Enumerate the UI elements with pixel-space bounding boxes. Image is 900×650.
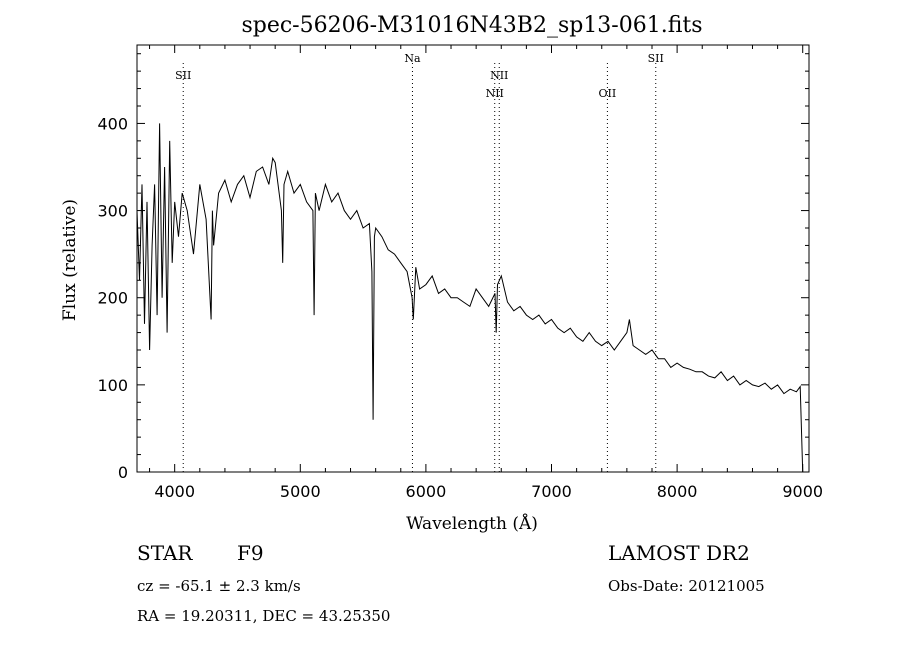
y-tick-label-0: 0 bbox=[118, 463, 128, 482]
x-tick-label-0: 4000 bbox=[154, 482, 195, 501]
spectrum-series-0 bbox=[136, 123, 804, 473]
line-label-5: SII bbox=[648, 52, 664, 65]
spectral-subclass: F9 bbox=[237, 541, 264, 565]
redshift-text: cz = -65.1 ± 2.3 km/s bbox=[137, 577, 301, 595]
y-tick-label-2: 200 bbox=[97, 289, 128, 308]
y-tick-label-3: 300 bbox=[97, 202, 128, 221]
spectral-class: STAR bbox=[137, 541, 193, 565]
y-axis-label: Flux (relative) bbox=[60, 199, 80, 321]
obs-date-text: Obs-Date: 20121005 bbox=[608, 577, 765, 595]
y-tick-label-1: 100 bbox=[97, 376, 128, 395]
line-label-2: NII bbox=[486, 87, 504, 100]
coordinates-text: RA = 19.20311, DEC = 43.25350 bbox=[137, 607, 390, 625]
line-label-0: SII bbox=[175, 69, 191, 82]
line-label-4: OII bbox=[599, 87, 617, 100]
survey-label: LAMOST DR2 bbox=[608, 541, 750, 565]
plot-frame bbox=[136, 44, 810, 473]
x-tick-label-1: 5000 bbox=[280, 482, 321, 501]
x-tick-label-5: 9000 bbox=[782, 482, 823, 501]
chart-title: spec-56206-M31016N43B2_sp13-061.fits bbox=[241, 13, 702, 38]
x-tick-label-3: 7000 bbox=[531, 482, 572, 501]
line-label-3: NII bbox=[490, 69, 508, 82]
y-tick-label-4: 400 bbox=[97, 114, 128, 133]
x-axis-label: Wavelength (Å) bbox=[406, 513, 538, 534]
line-label-1: Na bbox=[404, 52, 421, 65]
x-tick-label-2: 6000 bbox=[406, 482, 447, 501]
x-tick-label-4: 8000 bbox=[657, 482, 698, 501]
